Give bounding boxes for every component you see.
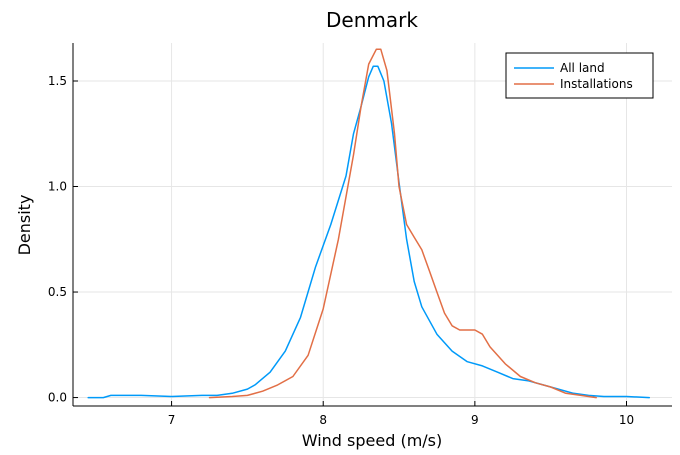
y-axis-label: Density — [15, 195, 34, 256]
series-line-all-land — [87, 65, 651, 399]
legend-label-all-land: All land — [560, 61, 605, 75]
chart-title: Denmark — [326, 8, 418, 32]
y-tick-label: 0.5 — [48, 285, 67, 299]
series-line-installations — [208, 48, 597, 399]
legend: All land Installations — [505, 52, 654, 99]
legend-box — [505, 52, 654, 99]
x-axis-label: Wind speed (m/s) — [302, 431, 443, 450]
y-tick-label: 1.5 — [48, 74, 67, 88]
y-tick-label: 0.0 — [48, 391, 67, 405]
legend-label-installations: Installations — [560, 77, 633, 91]
x-tick-label: 8 — [319, 413, 327, 427]
x-tick-label: 9 — [471, 413, 479, 427]
x-tick-label: 10 — [619, 413, 634, 427]
y-tick-label: 1.0 — [48, 180, 67, 194]
x-tick-label: 7 — [168, 413, 176, 427]
